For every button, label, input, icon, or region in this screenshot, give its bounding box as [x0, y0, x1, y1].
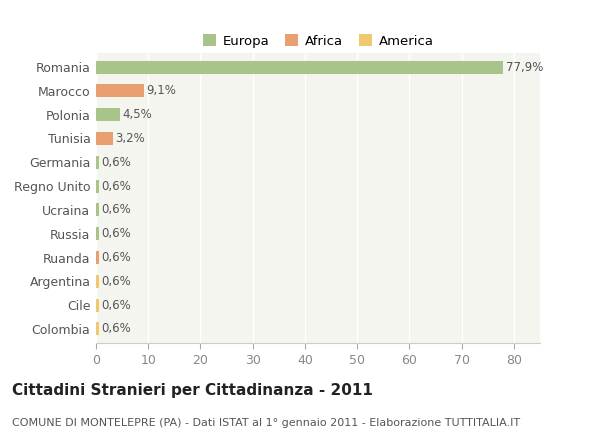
Bar	[96, 156, 99, 169]
Text: 0,6%: 0,6%	[102, 275, 131, 288]
Text: 0,6%: 0,6%	[102, 180, 131, 193]
Text: 4,5%: 4,5%	[122, 108, 152, 121]
Text: 0,6%: 0,6%	[102, 251, 131, 264]
Bar	[96, 275, 99, 288]
Text: 3,2%: 3,2%	[115, 132, 145, 145]
Text: 0,6%: 0,6%	[102, 323, 131, 335]
Text: COMUNE DI MONTELEPRE (PA) - Dati ISTAT al 1° gennaio 2011 - Elaborazione TUTTITA: COMUNE DI MONTELEPRE (PA) - Dati ISTAT a…	[12, 418, 520, 428]
Bar	[96, 203, 99, 216]
Bar	[96, 227, 99, 240]
Text: 0,6%: 0,6%	[102, 203, 131, 216]
Text: 0,6%: 0,6%	[102, 227, 131, 240]
Text: 0,6%: 0,6%	[102, 156, 131, 169]
Text: 0,6%: 0,6%	[102, 299, 131, 312]
Bar	[96, 84, 143, 97]
Bar	[96, 251, 99, 264]
Bar	[96, 299, 99, 312]
Text: 77,9%: 77,9%	[506, 61, 543, 73]
Text: 9,1%: 9,1%	[146, 84, 176, 97]
Bar	[96, 132, 113, 145]
Text: Cittadini Stranieri per Cittadinanza - 2011: Cittadini Stranieri per Cittadinanza - 2…	[12, 383, 373, 398]
Bar	[96, 108, 119, 121]
Bar	[96, 180, 99, 193]
Bar	[96, 323, 99, 335]
Bar	[96, 61, 503, 73]
Legend: Europa, Africa, America: Europa, Africa, America	[199, 30, 437, 51]
